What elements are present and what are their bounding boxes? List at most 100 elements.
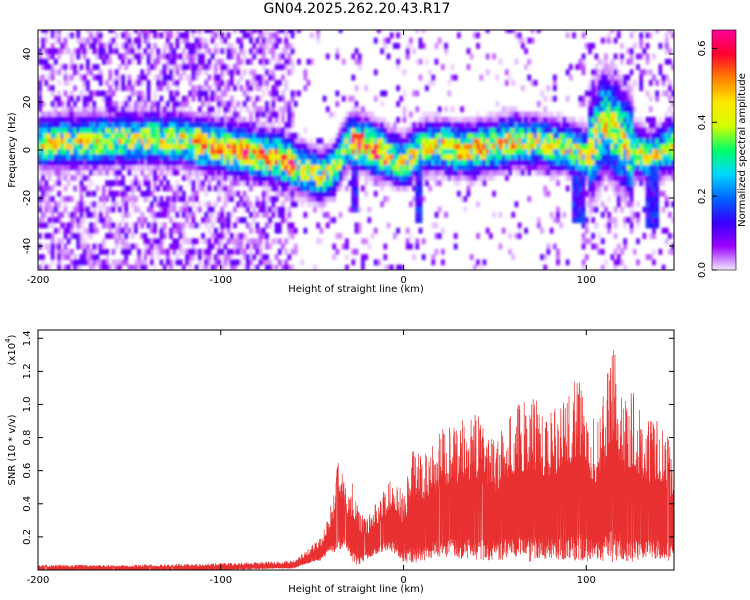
spectrogram-cell [332, 185, 337, 192]
spectrogram-cell [217, 243, 221, 250]
spectrogram-cell [600, 79, 605, 86]
spectrogram-cell [405, 42, 410, 49]
spectrogram-cell [146, 148, 151, 155]
spectrogram-cell [383, 132, 388, 139]
spectrogram-cell [201, 37, 205, 44]
spectrogram-cell [453, 174, 458, 181]
spectrogram-cell [89, 180, 93, 187]
spectrogram-cell [47, 74, 52, 81]
spectrogram-cell [546, 111, 551, 118]
spectrogram-cell [140, 233, 145, 239]
spectrogram-cell [165, 116, 170, 123]
spectrogram-cell [108, 159, 113, 165]
spectrogram-cell [287, 138, 292, 144]
spectrogram-cell [533, 159, 538, 165]
spectrogram-cell [370, 174, 375, 181]
spectrogram-cell [188, 238, 193, 245]
spectrogram-cell [351, 201, 356, 208]
spectrogram-cell [162, 48, 167, 55]
spectrogram-cell [572, 185, 576, 192]
spectrogram-cell [191, 122, 196, 129]
spectrogram-cell [239, 196, 244, 202]
spectrogram-cell [236, 127, 241, 134]
spectrogram-cell [271, 164, 276, 171]
spectrogram-cell [600, 201, 605, 208]
spectrogram-cell [329, 159, 333, 165]
spectrogram-cell [610, 148, 615, 155]
spectrogram-cell [156, 148, 161, 155]
spectrogram-cell [626, 95, 631, 102]
spectrogram-cell [469, 153, 474, 160]
spectrogram-cell [252, 127, 257, 134]
spectrogram-cell [520, 127, 525, 134]
spectrogram-cell [540, 127, 544, 134]
spectrogram-cell [69, 127, 74, 134]
spectrogram-cell [418, 143, 423, 150]
spectrogram-cell [588, 164, 592, 171]
spectrogram-cell [76, 48, 81, 55]
spectrogram-cell [92, 227, 97, 234]
spectrogram-cell [300, 169, 305, 176]
spectrogram-cell [47, 64, 52, 70]
spectrogram-cell [309, 143, 314, 150]
spectrogram-cell [153, 138, 157, 144]
spectrogram-cell [274, 196, 279, 202]
spectrogram-cell [297, 180, 301, 187]
spectrogram-cell [178, 227, 183, 234]
spectrogram-cell [233, 48, 237, 55]
spectrogram-cell [207, 101, 212, 107]
spectrogram-cell [50, 116, 55, 123]
spectrogram-cell [600, 148, 605, 155]
spectrogram-cell [236, 143, 241, 150]
spectrogram-cell [341, 127, 346, 134]
spectrogram-cell [636, 201, 640, 208]
spectrogram-cell [69, 143, 74, 150]
spectrogram-cell [277, 64, 282, 70]
spectrogram-cell [133, 101, 138, 107]
spectrogram-cell [249, 248, 253, 255]
spectrogram-cell [57, 32, 61, 39]
spectrogram-cell [620, 143, 624, 150]
spectrogram-cell [303, 148, 308, 155]
spectrogram-cell [476, 111, 480, 118]
spectrogram-cell [418, 153, 423, 160]
spectrogram-cell [172, 132, 177, 139]
spectrogram-cell [472, 143, 477, 150]
spectrogram-cell [495, 148, 500, 155]
spectrogram-cell [101, 153, 106, 160]
spectrogram-cell [316, 180, 321, 187]
spectrogram-cell [194, 42, 199, 49]
spectrogram-cell [41, 122, 45, 129]
spectrogram-cell [194, 30, 199, 33]
spectrogram-cell [245, 222, 250, 229]
spectrogram-cell [191, 201, 196, 208]
spectrogram-cell [345, 169, 349, 176]
spectrogram-cell [204, 90, 209, 97]
spectrogram-cell [105, 90, 109, 97]
spectrogram-cell [632, 180, 637, 187]
spectrogram-cell [210, 222, 215, 229]
spectrogram-cell [268, 164, 273, 171]
spectrogram-cell [648, 185, 653, 192]
spectrogram-cell [504, 127, 509, 134]
spectrogram-cell [402, 90, 407, 97]
spectrogram-cell [588, 48, 592, 55]
spectrogram-cell [546, 159, 551, 165]
spectrogram-cell [498, 127, 503, 134]
spectrogram-cell [66, 164, 71, 171]
spectrogram-cell [405, 53, 410, 60]
spectrogram-cell [629, 164, 634, 171]
spectrogram-cell [133, 132, 138, 139]
spectrogram-cell [578, 164, 583, 171]
spectrogram-cell [249, 138, 253, 144]
spectrogram-cell [316, 169, 321, 176]
spectrogram-cell [373, 227, 378, 234]
spectrogram-cell [50, 185, 55, 192]
spectrogram-cell [313, 169, 317, 176]
spectrogram-cell [89, 264, 93, 270]
spectrogram-cell [108, 206, 113, 213]
spectrogram-cell [169, 201, 173, 208]
spectrogram-cell [50, 69, 55, 76]
spectrogram-cell [229, 164, 234, 171]
spectrogram-cell [162, 222, 167, 229]
